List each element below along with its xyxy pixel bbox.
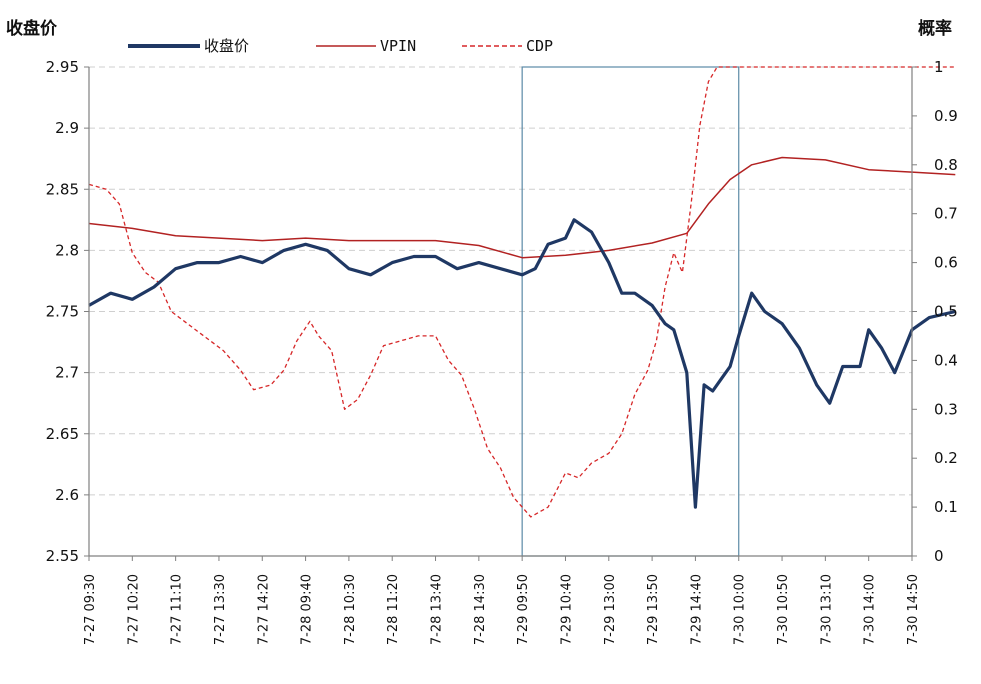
x-axis-ticks: 7-27 09:30 7-27 10:20 7-27 11:10 7-27 13:30… [83, 556, 921, 645]
series-line-1 [88, 156, 956, 259]
y-left-tick-label: 2.9 [55, 119, 79, 137]
y-left-tick-label: 2.95 [46, 58, 79, 76]
y-right-tick-label: 1 [934, 58, 944, 76]
legend-label-cdp: CDP [526, 37, 553, 55]
x-tick-label: 7-30 14:50 [906, 574, 921, 645]
y-right-tick-label: 0.5 [934, 303, 958, 321]
y-right-tick-label: 0 [934, 547, 944, 565]
x-tick-label: 7-30 13:10 [819, 574, 834, 645]
x-tick-label: 7-27 09:30 [83, 574, 98, 645]
y-axis-left-title: 收盘价 [6, 18, 58, 39]
x-tick-label: 7-29 14:40 [689, 574, 704, 645]
y-right-tick-label: 0.2 [934, 449, 958, 467]
y-right-tick-label: 0.8 [934, 156, 958, 174]
x-tick-label: 7-29 13:00 [603, 574, 618, 645]
gridlines [89, 66, 912, 496]
y-axis-right-ticks: 0 0.1 0.2 0.3 0.4 0.5 0.6 0.7 0.8 0.9 1 [912, 58, 958, 565]
x-tick-label: 7-27 14:20 [256, 574, 271, 645]
x-tick-label: 7-28 10:30 [343, 574, 358, 645]
y-right-tick-label: 0.3 [934, 400, 958, 418]
x-tick-label: 7-29 10:40 [559, 574, 574, 645]
x-tick-label: 7-28 14:30 [473, 574, 488, 645]
x-tick-label: 7-27 10:20 [126, 574, 141, 645]
y-left-tick-label: 2.65 [46, 425, 79, 443]
series-line-0 [88, 218, 956, 509]
x-tick-label: 7-27 11:10 [170, 574, 185, 645]
y-right-tick-label: 0.4 [934, 351, 958, 369]
y-right-tick-label: 0.6 [934, 254, 958, 272]
x-tick-label: 7-30 10:00 [733, 574, 748, 645]
y-left-tick-label: 2.85 [46, 180, 79, 198]
y-right-tick-label: 0.1 [934, 498, 958, 516]
x-tick-label: 7-30 10:50 [776, 574, 791, 645]
legend: 收盘价 VPIN CDP [128, 37, 553, 55]
x-tick-label: 7-28 11:20 [386, 574, 401, 645]
x-tick-label: 7-27 13:30 [213, 574, 228, 645]
series-layer [88, 66, 956, 518]
y-left-tick-label: 2.6 [55, 486, 79, 504]
x-tick-label: 7-29 13:50 [646, 574, 661, 645]
legend-label-vpin: VPIN [380, 37, 416, 55]
y-axis-right-title: 概率 [918, 18, 952, 39]
y-left-tick-label: 2.75 [46, 303, 79, 321]
y-axis-left-ticks: 2.55 2.6 2.65 2.7 2.75 2.8 2.85 2.9 2.95 [46, 58, 89, 565]
y-left-tick-label: 2.55 [46, 547, 79, 565]
y-left-tick-label: 2.8 [55, 241, 79, 259]
legend-label-close-price: 收盘价 [204, 37, 249, 55]
x-tick-label: 7-28 13:40 [430, 574, 445, 645]
x-tick-label: 7-28 09:40 [300, 574, 315, 645]
y-right-tick-label: 0.7 [934, 205, 958, 223]
x-tick-label: 7-30 14:00 [863, 574, 878, 645]
x-tick-label: 7-29 09:50 [516, 574, 531, 645]
y-left-tick-label: 2.7 [55, 364, 79, 382]
y-right-tick-label: 0.9 [934, 107, 958, 125]
series-line-2 [88, 66, 956, 518]
